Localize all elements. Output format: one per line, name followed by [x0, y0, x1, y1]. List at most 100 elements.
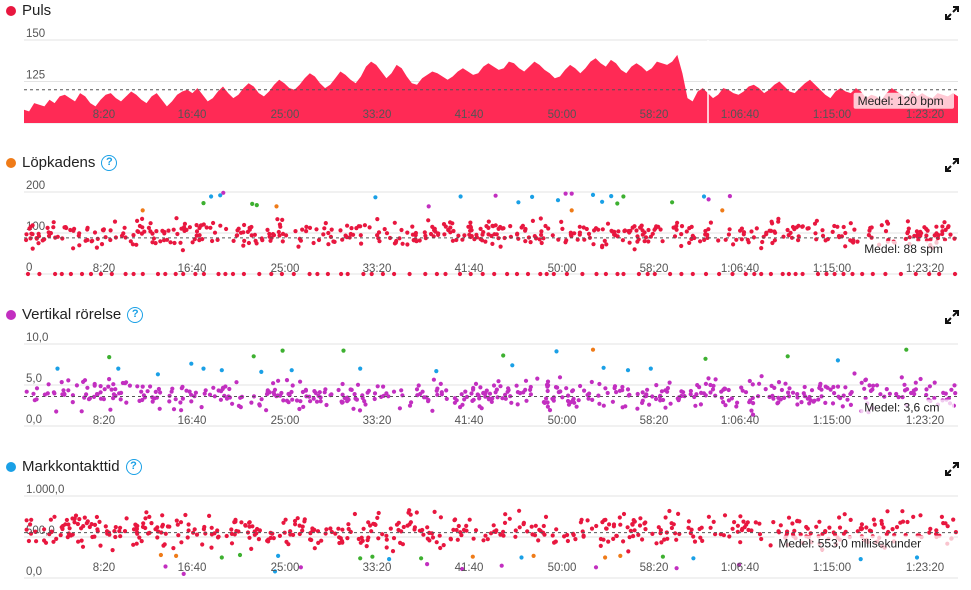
data-point [246, 240, 251, 246]
data-point [250, 524, 255, 529]
data-point [884, 387, 889, 392]
data-point [799, 400, 804, 405]
data-point [108, 237, 113, 243]
data-point [610, 399, 616, 404]
data-point [284, 233, 289, 238]
data-point [912, 233, 917, 239]
data-point [113, 534, 118, 540]
data-point [932, 380, 937, 385]
data-point [405, 230, 410, 235]
data-point-zero [703, 271, 709, 277]
data-point [316, 237, 322, 243]
data-point [539, 229, 544, 234]
x-tick-label: 1:15:00 [813, 562, 851, 574]
data-point [208, 225, 213, 230]
data-point [471, 385, 476, 391]
outlier-point [425, 562, 430, 567]
data-point [778, 523, 783, 528]
data-point [121, 231, 126, 236]
data-point [729, 396, 735, 401]
outlier-point [625, 368, 631, 373]
data-point [345, 223, 350, 228]
x-tick-label: 8:20 [93, 109, 115, 121]
data-point [51, 225, 56, 230]
outlier-point [670, 200, 675, 205]
x-tick-label: 50:00 [548, 263, 577, 275]
data-point [735, 529, 740, 534]
data-point [667, 380, 672, 385]
data-point [349, 226, 354, 231]
data-point [792, 528, 797, 533]
data-point [636, 532, 641, 537]
data-point [249, 224, 254, 230]
expand-icon[interactable] [945, 462, 959, 476]
data-point [85, 237, 90, 243]
data-point [691, 534, 696, 539]
data-point [192, 527, 197, 532]
help-icon[interactable]: ? [127, 306, 144, 323]
data-point-zero [636, 271, 642, 277]
data-point [747, 400, 752, 405]
help-icon[interactable]: ? [125, 458, 142, 475]
data-point [72, 516, 77, 521]
data-point [621, 539, 626, 544]
x-tick-label: 25:00 [271, 562, 300, 574]
data-point [140, 397, 145, 403]
data-point [900, 395, 905, 400]
y-tick-label: 5,0 [26, 373, 42, 385]
expand-icon[interactable] [945, 6, 959, 20]
data-point [65, 535, 70, 540]
data-point [434, 540, 439, 545]
data-point [61, 388, 66, 393]
data-point [63, 522, 68, 527]
data-point-zero [690, 271, 695, 277]
data-point [323, 221, 328, 226]
data-point [324, 402, 329, 408]
data-point [934, 231, 939, 236]
data-point [448, 536, 453, 541]
data-point [528, 392, 534, 397]
data-point-zero [679, 271, 684, 277]
data-point [70, 532, 75, 537]
data-point [911, 514, 916, 519]
data-point [131, 542, 136, 547]
help-icon[interactable]: ? [101, 154, 118, 171]
data-point [60, 236, 65, 241]
data-point [289, 389, 294, 395]
data-point [224, 226, 229, 232]
data-point [384, 537, 389, 542]
data-point [542, 400, 547, 405]
data-point [294, 398, 300, 403]
outlier-point [250, 201, 255, 206]
data-point [454, 237, 459, 243]
data-point [574, 404, 579, 409]
data-point [581, 225, 586, 230]
outlier-point [510, 363, 515, 368]
expand-icon[interactable] [945, 310, 959, 324]
data-point [751, 235, 757, 240]
average-label: Medel: 88 spm [864, 242, 943, 256]
data-point [708, 382, 713, 388]
data-point [620, 238, 626, 243]
data-point [597, 381, 602, 387]
outlier-point [648, 366, 653, 371]
data-point [521, 390, 526, 395]
data-point [642, 521, 647, 526]
data-point [454, 527, 459, 533]
data-point-zero [652, 271, 657, 277]
data-point [646, 227, 651, 233]
data-point [830, 229, 835, 234]
data-point [98, 543, 103, 548]
data-point-zero [860, 271, 865, 277]
expand-icon[interactable] [945, 158, 959, 172]
data-point [376, 536, 381, 541]
data-point [942, 220, 947, 225]
data-point [700, 538, 705, 543]
data-point [867, 383, 872, 388]
data-point [140, 384, 145, 389]
data-point [879, 223, 884, 228]
data-point [203, 388, 208, 393]
data-point [776, 529, 781, 534]
x-tick-label: 16:40 [178, 562, 207, 574]
data-point [268, 535, 273, 540]
